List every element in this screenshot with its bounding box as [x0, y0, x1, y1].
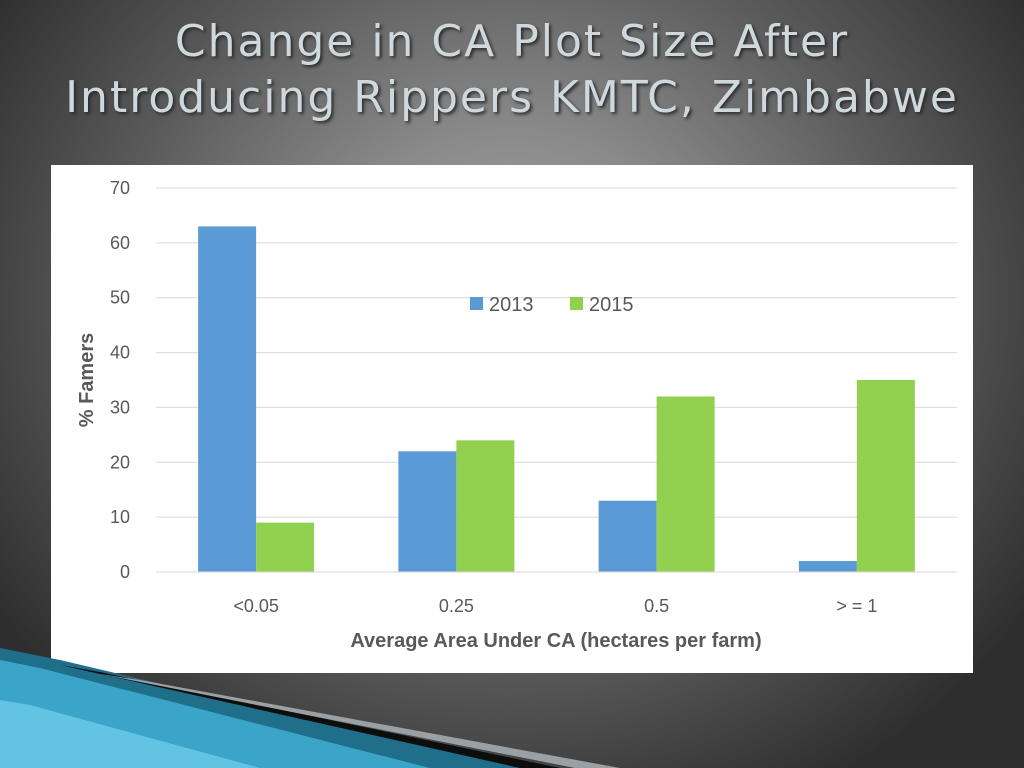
y-tick-label: 50: [110, 288, 130, 308]
x-axis-ticks: <0.05 0.25 0.5 > = 1: [233, 596, 877, 616]
legend: 2013 2015: [470, 294, 634, 316]
y-tick-label: 30: [110, 397, 130, 417]
bar-2013-2: [598, 500, 657, 572]
chart-panel: 0 10 20 30 40 50 60 70 <0.05 0.25 0.5 > = 1 2013 20…: [51, 165, 973, 673]
y-axis-title: % Famers: [76, 333, 98, 428]
bar-2013-3: [798, 561, 857, 572]
slide-title-line-1: Change in CA Plot Size After: [174, 16, 850, 67]
bar-2015-3: [856, 380, 915, 572]
x-tick-label: <0.05: [233, 596, 279, 616]
y-tick-label: 70: [110, 178, 130, 198]
legend-label-2013: 2013: [489, 294, 534, 316]
x-axis-title: Average Area Under CA (hectares per farm…: [350, 630, 761, 652]
slide-title-line-2: Introducing Rippers KMTC, Zimbabwe: [65, 72, 959, 123]
y-tick-label: 20: [110, 452, 130, 472]
bar-2015-1: [456, 440, 515, 572]
bar-2015-0: [256, 522, 315, 572]
x-tick-label: 0.25: [439, 596, 474, 616]
y-axis-ticks: 0 10 20 30 40 50 60 70: [110, 178, 130, 582]
slide-title: Change in CA Plot Size After Introducing…: [0, 14, 1024, 126]
gridlines: [156, 187, 957, 518]
y-tick-label: 40: [110, 343, 130, 363]
bar-2015-2: [656, 396, 715, 572]
x-tick-label: 0.5: [644, 596, 669, 616]
legend-swatch-2015: [570, 297, 583, 310]
bar-2013-0: [198, 226, 257, 572]
y-tick-label: 0: [120, 562, 130, 582]
legend-label-2015: 2015: [589, 294, 634, 316]
y-tick-label: 10: [110, 507, 130, 527]
y-tick-label: 60: [110, 233, 130, 253]
legend-swatch-2013: [470, 297, 483, 310]
bar-2013-1: [398, 451, 457, 572]
bars: [198, 226, 915, 572]
x-tick-label: > = 1: [836, 596, 877, 616]
